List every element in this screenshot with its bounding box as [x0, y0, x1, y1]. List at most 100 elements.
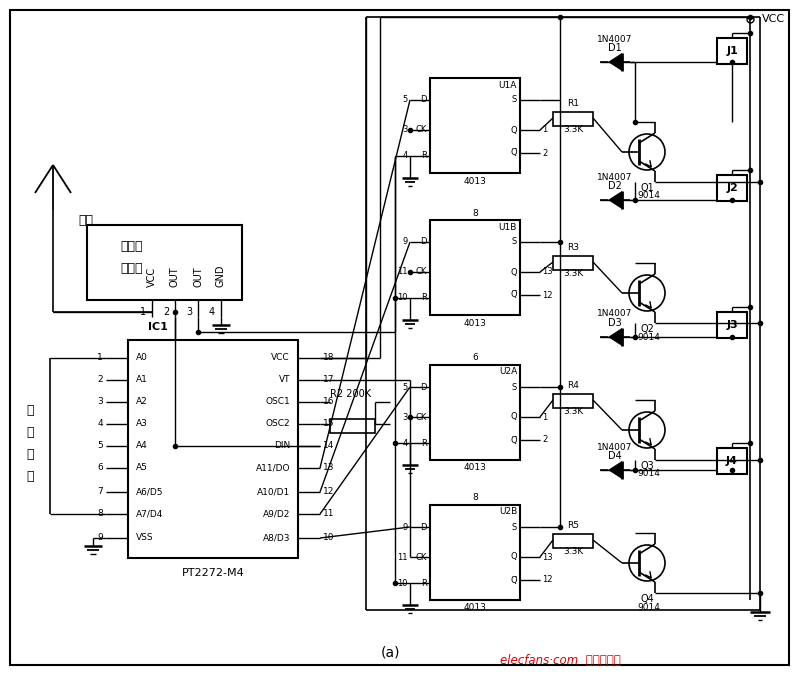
Text: A3: A3	[136, 419, 148, 428]
Text: OSC1: OSC1	[266, 398, 290, 406]
Text: 9014: 9014	[638, 469, 661, 479]
Text: R: R	[421, 438, 427, 447]
Text: A9/D2: A9/D2	[262, 510, 290, 518]
Text: 10: 10	[398, 294, 408, 303]
Bar	[330, 419, 375, 433]
Text: 8: 8	[472, 208, 478, 217]
Text: CK: CK	[416, 553, 427, 561]
Text: 无线接: 无线接	[121, 240, 143, 253]
Text: 3: 3	[98, 398, 103, 406]
Text: R1: R1	[567, 98, 579, 107]
Text: J3: J3	[726, 320, 738, 330]
Text: 13: 13	[542, 268, 553, 277]
Text: 15: 15	[323, 419, 334, 428]
Text: 2: 2	[542, 148, 547, 158]
Text: 13: 13	[542, 553, 553, 561]
Text: 9014: 9014	[638, 333, 661, 342]
Text: 12: 12	[542, 290, 553, 300]
Text: 10: 10	[398, 579, 408, 587]
Text: 3: 3	[186, 307, 192, 317]
Text: U1B: U1B	[498, 223, 517, 232]
Text: Q1: Q1	[640, 183, 654, 193]
Text: 3.3K: 3.3K	[563, 126, 583, 135]
Text: J1: J1	[726, 46, 738, 56]
Text: S: S	[512, 382, 517, 391]
Text: 9014: 9014	[638, 191, 661, 201]
Text: 天线: 天线	[78, 214, 93, 227]
Text: IC1: IC1	[148, 322, 168, 332]
Bar	[717, 38, 747, 64]
Text: Q2: Q2	[640, 324, 654, 334]
Text: 1: 1	[542, 413, 547, 421]
Text: A6/D5: A6/D5	[136, 488, 163, 497]
Text: 10: 10	[323, 533, 334, 542]
Text: 8: 8	[98, 510, 103, 518]
Text: 9: 9	[402, 522, 408, 531]
Text: 5: 5	[402, 382, 408, 391]
Text: J4: J4	[726, 456, 738, 466]
Bar	[430, 365, 520, 460]
Bar	[553, 256, 593, 270]
Text: Q3: Q3	[640, 461, 654, 471]
Bar	[553, 394, 593, 408]
Text: CK: CK	[416, 413, 427, 421]
Text: A4: A4	[136, 441, 148, 451]
Text: D3: D3	[608, 318, 622, 328]
Text: R: R	[421, 579, 427, 587]
Text: Q̅: Q̅	[510, 436, 517, 445]
Text: 9: 9	[402, 238, 408, 247]
Text: 11: 11	[398, 553, 408, 561]
Polygon shape	[608, 328, 622, 346]
Text: J2: J2	[726, 183, 738, 193]
Text: OUT: OUT	[193, 266, 203, 287]
Text: D: D	[421, 382, 427, 391]
Text: 18: 18	[323, 354, 334, 363]
Bar	[430, 78, 520, 173]
Text: D1: D1	[608, 43, 622, 53]
Text: Q: Q	[510, 413, 517, 421]
Polygon shape	[608, 191, 622, 209]
Text: A5: A5	[136, 464, 148, 473]
Text: 12: 12	[323, 488, 334, 497]
Text: A11/DO: A11/DO	[255, 464, 290, 473]
Text: S: S	[512, 96, 517, 104]
Bar	[430, 505, 520, 600]
Text: 5: 5	[402, 96, 408, 104]
Text: D: D	[421, 96, 427, 104]
Text: S: S	[512, 522, 517, 531]
Text: 1N4007: 1N4007	[598, 35, 633, 44]
Text: 9: 9	[98, 533, 103, 542]
Text: OUT: OUT	[170, 266, 180, 287]
Text: DIN: DIN	[274, 441, 290, 451]
Bar	[717, 448, 747, 474]
Text: R5: R5	[567, 520, 579, 529]
Text: 16: 16	[323, 398, 334, 406]
Text: OSC2: OSC2	[266, 419, 290, 428]
Bar	[717, 175, 747, 201]
Bar	[717, 312, 747, 338]
Text: 1N4007: 1N4007	[598, 309, 633, 318]
Text: 4: 4	[98, 419, 103, 428]
Text: 3: 3	[402, 413, 408, 421]
Text: D4: D4	[608, 451, 622, 461]
Text: 4: 4	[402, 438, 408, 447]
Text: 4013: 4013	[463, 318, 486, 328]
Text: D: D	[421, 238, 427, 247]
Text: Q: Q	[510, 268, 517, 277]
Text: GND: GND	[216, 264, 226, 287]
Text: A2: A2	[136, 398, 148, 406]
Text: (a): (a)	[380, 645, 400, 659]
Text: VCC: VCC	[271, 354, 290, 363]
Text: R3: R3	[567, 242, 579, 251]
Text: elecfans·com  电子发烧友: elecfans·com 电子发烧友	[500, 654, 621, 667]
Text: 3: 3	[402, 126, 408, 135]
Text: 9014: 9014	[638, 602, 661, 611]
Text: R: R	[421, 294, 427, 303]
Text: Q: Q	[510, 553, 517, 561]
Text: VCC: VCC	[147, 267, 157, 287]
Text: 1: 1	[140, 307, 146, 317]
Text: 1N4007: 1N4007	[598, 173, 633, 182]
Text: PT2272-M4: PT2272-M4	[182, 568, 244, 578]
Text: A10/D1: A10/D1	[257, 488, 290, 497]
Text: VT: VT	[278, 376, 290, 385]
